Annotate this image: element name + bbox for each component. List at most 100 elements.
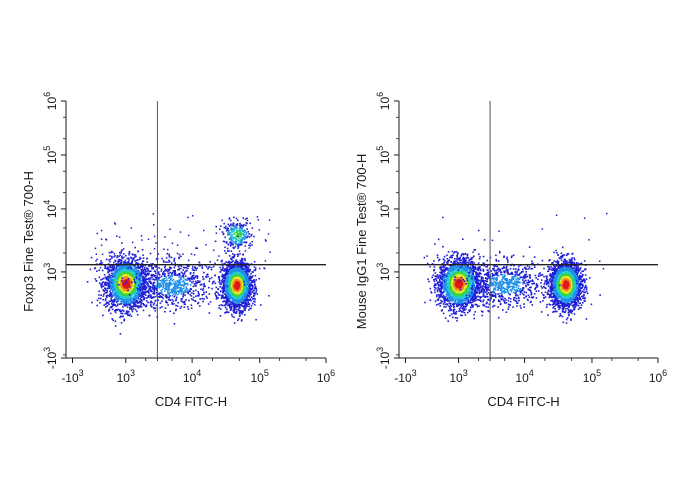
event-dot [123, 253, 125, 255]
event-dot [191, 275, 194, 277]
event-dot [248, 284, 250, 287]
event-dot [244, 268, 247, 270]
event-dot [255, 287, 257, 290]
event-dot [110, 274, 112, 277]
event-dot [135, 276, 137, 278]
event-dot [144, 297, 146, 299]
event-dot [149, 265, 151, 267]
event-dot [142, 257, 145, 259]
event-dot [148, 314, 151, 317]
event-dot [115, 278, 117, 281]
event-dot [141, 286, 143, 289]
event-dot [137, 259, 139, 261]
event-dot [128, 281, 131, 284]
event-dot [178, 257, 180, 260]
event-dot [241, 310, 243, 312]
event-dot [134, 305, 136, 308]
event-dot [239, 306, 241, 309]
event-dot [213, 280, 215, 283]
event-dot [126, 306, 129, 308]
event-dot [180, 290, 183, 292]
event-dot [142, 294, 144, 296]
event-dot [171, 273, 173, 275]
event-dot [151, 265, 153, 267]
event-dot [233, 298, 235, 301]
event-dot [177, 290, 179, 293]
event-dot [116, 303, 119, 305]
event-dot [221, 275, 223, 278]
event-dot [233, 282, 236, 285]
event-dot [103, 293, 105, 296]
event-dot [223, 300, 226, 302]
event-dot [163, 273, 165, 275]
event-dot [176, 305, 179, 307]
event-dot [123, 319, 125, 322]
event-dot [223, 296, 225, 299]
event-dot [240, 274, 242, 277]
event-dot [108, 280, 111, 282]
event-dot [155, 286, 158, 288]
event-dot [147, 296, 149, 298]
event-dot [112, 283, 115, 285]
event-dot [250, 307, 252, 310]
event-dot [167, 298, 170, 301]
event-dot [184, 267, 186, 269]
event-dot [173, 323, 176, 325]
event-dot [215, 297, 218, 300]
event-dot [162, 272, 164, 274]
event-dot [136, 287, 139, 290]
event-dot [171, 275, 173, 278]
event-dot [254, 285, 257, 288]
event-dot [169, 310, 171, 312]
event-dot [145, 287, 147, 290]
event-dot [124, 288, 126, 291]
event-dot [238, 315, 241, 318]
event-dot [119, 264, 122, 267]
event-dot [154, 299, 157, 302]
event-dot [178, 264, 181, 267]
event-dot [239, 244, 241, 246]
event-dot [210, 277, 213, 279]
event-dot [180, 278, 183, 281]
event-dot [240, 260, 242, 263]
event-dot [230, 306, 232, 309]
event-dot [203, 298, 205, 300]
event-dot [238, 296, 241, 299]
event-dot [125, 285, 128, 287]
event-dot [152, 307, 155, 309]
event-dot [130, 262, 133, 264]
event-dot [146, 297, 148, 299]
event-dot [166, 301, 169, 304]
event-dot [166, 252, 168, 255]
event-dot [159, 282, 161, 285]
event-dot [168, 259, 170, 262]
event-dot [125, 286, 128, 289]
event-dot [253, 282, 256, 284]
event-dot [146, 257, 148, 260]
event-dot [248, 265, 250, 267]
event-dot [130, 307, 132, 309]
event-dot [150, 270, 152, 272]
event-dot [155, 291, 158, 294]
event-dot [243, 277, 246, 279]
event-dot [227, 250, 229, 252]
event-dot [111, 292, 113, 294]
event-dot [241, 295, 244, 297]
event-dot [144, 270, 147, 273]
event-dot [181, 281, 184, 283]
event-dot [118, 284, 120, 286]
event-dot [244, 258, 246, 260]
event-dot [222, 296, 224, 299]
event-dot [173, 266, 176, 269]
event-dot [164, 269, 167, 272]
event-dot [189, 288, 192, 290]
event-dot [155, 266, 157, 268]
event-dot [157, 299, 159, 301]
event-dot [147, 285, 150, 288]
event-dot [173, 257, 176, 260]
event-dot [170, 256, 173, 259]
event-dot [109, 306, 112, 309]
event-dot [248, 299, 251, 301]
event-dot [108, 270, 111, 273]
event-dot [229, 267, 232, 269]
